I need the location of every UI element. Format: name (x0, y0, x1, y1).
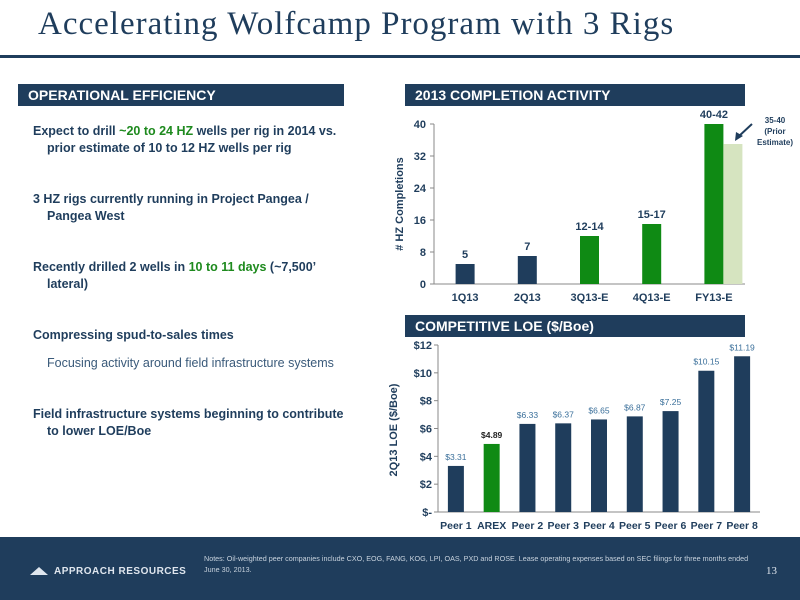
completions-y-tick-label: 0 (420, 279, 426, 291)
loe-value-label: $6.33 (517, 410, 539, 420)
loe-bar (698, 370, 715, 512)
loe-category-label: Peer 3 (547, 520, 579, 532)
loe-y-tick-label: $6 (420, 424, 432, 436)
loe-value-label: $6.65 (588, 405, 610, 415)
completions-value-label: 15-17 (638, 209, 666, 221)
loe-value-label: $11.19 (729, 342, 755, 352)
completions-y-tick-label: 8 (420, 247, 426, 259)
completions-y-tick-label: 16 (414, 215, 426, 227)
loe-bar (555, 423, 572, 512)
completions-category-label: 2Q13 (514, 292, 541, 304)
completions-category-label: FY13-E (695, 292, 732, 304)
operational-efficiency-header: OPERATIONAL EFFICIENCY (18, 84, 344, 106)
loe-value-label: $4.89 (481, 430, 503, 440)
loe-category-label: Peer 6 (655, 520, 687, 532)
page-title: Accelerating Wolfcamp Program with 3 Rig… (38, 6, 675, 42)
bullet-drill-days: Recently drilled 2 wells in 10 to 11 day… (33, 260, 316, 291)
loe-value-label: $6.37 (553, 409, 575, 419)
loe-category-label: Peer 7 (691, 520, 723, 532)
loe-category-label: Peer 2 (512, 520, 544, 532)
completions-bar (517, 256, 537, 284)
logo-mark-icon (30, 567, 48, 575)
company-logo: APPROACH RESOURCES (30, 566, 186, 577)
completions-category-label: 3Q13-E (571, 292, 609, 304)
completions-y-tick-label: 32 (414, 151, 426, 163)
loe-y-tick-label: $10 (414, 368, 432, 380)
sub-bullet-field-infrastructure: Focusing activity around field infrastru… (47, 356, 334, 370)
bullet-lower-loe: Field infrastructure systems beginning t… (33, 407, 344, 438)
completions-bar (642, 224, 662, 284)
prior-estimate-label: 35-40 (765, 116, 786, 125)
loe-bar (626, 416, 643, 512)
completions-value-label: 5 (462, 249, 468, 261)
prior-estimate-label: Estimate) (757, 138, 793, 147)
loe-value-label: $10.15 (693, 357, 719, 367)
loe-y-axis-label: 2Q13 LOE ($/Boe) (388, 383, 400, 476)
loe-category-label: Peer 8 (726, 520, 758, 532)
loe-bar (734, 356, 751, 512)
loe-category-label: Peer 5 (619, 520, 651, 532)
loe-y-tick-label: $2 (420, 479, 432, 491)
loe-y-tick-label: $- (422, 507, 432, 519)
page-number: 13 (766, 565, 777, 577)
completions-value-label: 12-14 (575, 221, 604, 233)
loe-category-label: Peer 1 (440, 520, 472, 532)
completions-y-axis-label: # HZ Completions (394, 157, 406, 251)
prior-estimate-arrowhead (735, 132, 743, 141)
operational-efficiency-text: Expect to drill ~20 to 24 HZ wells per r… (33, 123, 353, 474)
loe-bar (519, 423, 536, 512)
completions-bar (580, 236, 599, 284)
competitive-loe-header: COMPETITIVE LOE ($/Boe) (405, 315, 745, 337)
bullet-spud-to-sales: Compressing spud-to-sales times (33, 328, 234, 342)
footer-notes: Notes: Oil-weighted peer companies inclu… (204, 554, 749, 574)
completions-value-label: 40-42 (700, 109, 728, 121)
prior-estimate-bar (723, 144, 743, 284)
completions-bar (455, 264, 475, 284)
loe-y-tick-label: $8 (420, 396, 432, 408)
completions-category-label: 1Q13 (452, 292, 479, 304)
loe-category-label: Peer 4 (583, 520, 615, 532)
loe-value-label: $6.87 (624, 402, 646, 412)
loe-category-label: AREX (477, 520, 506, 532)
loe-value-label: $7.25 (660, 397, 682, 407)
loe-y-tick-label: $12 (414, 340, 432, 352)
bullet-drill-rate: Expect to drill ~20 to 24 HZ wells per r… (33, 124, 337, 155)
loe-bar (447, 465, 464, 512)
completions-y-tick-label: 40 (414, 119, 426, 131)
completions-value-label: 7 (524, 241, 530, 253)
prior-estimate-label: (Prior (764, 127, 785, 136)
loe-value-label: $3.31 (445, 452, 467, 462)
completions-category-label: 4Q13-E (633, 292, 671, 304)
completions-y-tick-label: 24 (414, 183, 427, 195)
completion-activity-header: 2013 COMPLETION ACTIVITY (405, 84, 745, 106)
loe-bar (591, 419, 607, 512)
loe-bar (662, 411, 679, 512)
footer-bar (0, 537, 800, 600)
loe-y-tick-label: $4 (420, 451, 433, 463)
bullet-rigs: 3 HZ rigs currently running in Project P… (33, 192, 309, 223)
title-rule (0, 55, 800, 58)
completions-bar (704, 124, 724, 284)
loe-bar (483, 443, 500, 512)
